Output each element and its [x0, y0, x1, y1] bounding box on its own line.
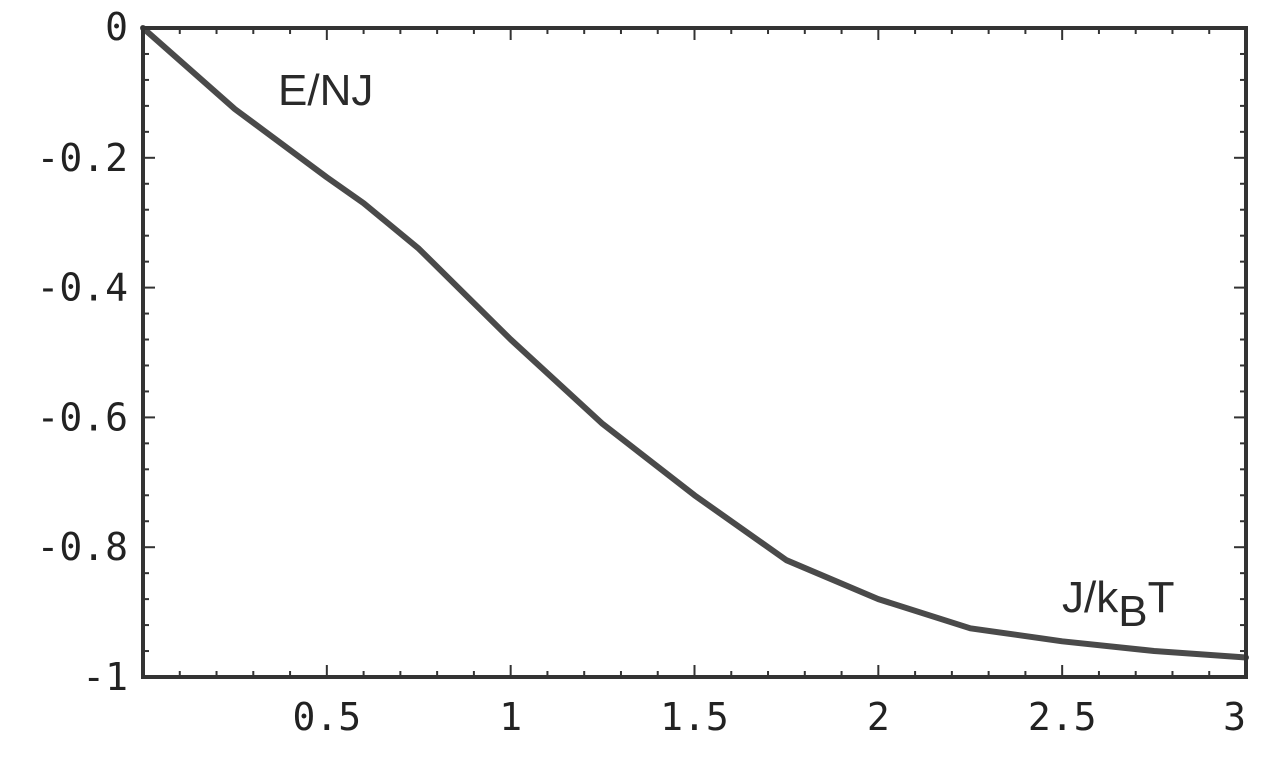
y-tick-label: -0.2 — [36, 136, 128, 180]
y-tick-label: -1 — [82, 655, 128, 699]
y-tick-label: -0.6 — [36, 395, 128, 439]
x-tick-label: 2 — [867, 695, 890, 739]
x-tick-labels: 0.5 1 1.5 2 2.5 3 — [293, 695, 1246, 739]
x-tick-label: 0.5 — [293, 695, 362, 739]
y-tick-labels: 0 -0.2 -0.4 -0.6 -0.8 -1 — [36, 5, 128, 699]
x-annotation-tail: T — [1148, 573, 1175, 622]
x-tick-label: 3 — [1223, 695, 1246, 739]
x-axis-annotation: J/kBT — [1062, 573, 1174, 636]
energy-curve — [140, 25, 1249, 661]
x-annotation-main: J/k — [1062, 573, 1119, 622]
x-annotation-subscript: B — [1118, 587, 1147, 636]
y-tick-label: -0.8 — [36, 525, 128, 569]
y-tick-label: -0.4 — [36, 266, 128, 310]
plot-frame — [141, 26, 1248, 679]
y-axis-annotation: E/NJ — [278, 66, 373, 115]
x-tick-label: 2.5 — [1028, 695, 1097, 739]
y-tick-label: 0 — [105, 5, 128, 49]
x-tick-label: 1 — [499, 695, 522, 739]
x-tick-label: 1.5 — [660, 695, 729, 739]
